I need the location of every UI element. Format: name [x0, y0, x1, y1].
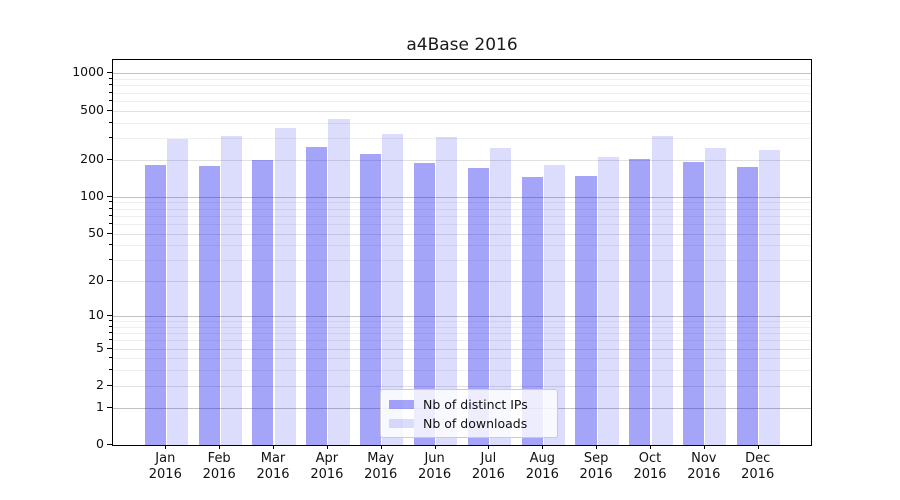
bar-downloads [436, 136, 458, 445]
y-axis-tick-label: 100 [80, 187, 104, 203]
plot-area: Nb of distinct IPs Nb of downloads [112, 59, 812, 446]
minor-gridline [113, 202, 811, 204]
x-axis-tick-label: Apr 2016 [310, 451, 344, 482]
minor-gridline [113, 223, 811, 225]
bar-downloads [705, 148, 727, 445]
bar-downloads [759, 149, 781, 445]
major-gridline [113, 196, 811, 198]
bar-downloads [274, 127, 296, 445]
major-gridline [113, 348, 811, 350]
minor-gridline [113, 215, 811, 217]
minor-gridline [113, 321, 811, 323]
bars-layer [113, 60, 811, 445]
legend-label-distinct-ips: Nb of distinct IPs [423, 396, 528, 412]
major-gridline [113, 316, 811, 317]
minor-gridline [113, 370, 811, 372]
major-gridline [113, 233, 811, 235]
bar-distinct-ips [467, 168, 489, 445]
minor-gridline [113, 208, 811, 210]
legend-entry-downloads: Nb of downloads [389, 416, 549, 431]
x-axis-tick-label: Nov 2016 [687, 451, 721, 482]
minor-gridline [113, 333, 811, 335]
x-axis-tick-label: Feb 2016 [202, 451, 236, 482]
major-gridline [113, 159, 811, 161]
minor-gridline [113, 326, 811, 328]
minor-gridline [113, 340, 811, 342]
y-axis-tick-label: 200 [80, 150, 104, 166]
chart-title: a4Base 2016 [406, 35, 518, 55]
minor-gridline [113, 92, 811, 94]
x-axis-tick-label: Jan 2016 [148, 451, 182, 482]
bar-downloads [382, 133, 404, 445]
minor-gridline [113, 79, 811, 80]
y-axis-tick-label: 1000 [72, 64, 104, 80]
y-axis-tick-label: 0 [96, 436, 104, 451]
minor-gridline [113, 358, 811, 360]
minor-gridline [113, 85, 811, 87]
minor-gridline [113, 245, 811, 247]
bar-distinct-ips [629, 158, 651, 445]
major-gridline [113, 281, 811, 283]
major-gridline [113, 73, 811, 75]
x-axis-tick-label: Jun 2016 [418, 451, 452, 482]
legend-swatch-downloads [389, 418, 414, 428]
legend-label-downloads: Nb of downloads [423, 415, 528, 431]
x-axis-tick-label: Sep 2016 [579, 451, 613, 482]
legend-swatch-distinct-ips [389, 399, 414, 409]
minor-gridline [113, 100, 811, 102]
bar-downloads [220, 136, 242, 445]
bar-distinct-ips [252, 160, 274, 445]
bar-distinct-ips [306, 146, 328, 445]
bar-downloads [166, 139, 188, 445]
y-axis-tick-label: 20 [88, 272, 104, 288]
y-axis-tick-label: 500 [80, 101, 104, 117]
y-axis-tick-label: 5 [96, 339, 104, 355]
bar-distinct-ips [521, 177, 543, 445]
y-axis-tick-label: 50 [88, 224, 104, 240]
bar-distinct-ips [144, 165, 166, 445]
bar-distinct-ips [736, 166, 759, 445]
bar-downloads [597, 156, 619, 445]
bar-distinct-ips [683, 161, 705, 445]
x-axis-tick-label: Aug 2016 [525, 451, 559, 482]
legend: Nb of distinct IPs Nb of downloads [380, 389, 558, 438]
x-axis-tick-label: Dec 2016 [741, 451, 775, 482]
bar-distinct-ips [360, 153, 382, 445]
major-gridline [113, 385, 811, 387]
bar-downloads [543, 165, 565, 445]
x-axis-tick-label: May 2016 [364, 451, 398, 482]
bar-downloads [651, 135, 673, 445]
minor-gridline [113, 122, 811, 124]
bar-downloads [489, 147, 512, 445]
minor-gridline [113, 260, 811, 262]
minor-gridline [113, 138, 811, 139]
x-axis-tick-label: Oct 2016 [633, 451, 667, 482]
legend-entry-distinct-ips: Nb of distinct IPs [389, 397, 549, 412]
major-gridline [113, 110, 811, 112]
bar-downloads [328, 118, 350, 445]
y-axis-tick-label: 2 [96, 376, 104, 392]
y-axis-tick-label: 1 [96, 398, 104, 414]
bar-distinct-ips [198, 165, 220, 445]
bar-distinct-ips [413, 162, 436, 445]
y-axis-tick-label: 10 [88, 307, 104, 322]
bar-distinct-ips [575, 176, 597, 445]
x-axis-tick-label: Jul 2016 [471, 451, 505, 482]
x-axis-tick-label: Mar 2016 [256, 451, 290, 482]
